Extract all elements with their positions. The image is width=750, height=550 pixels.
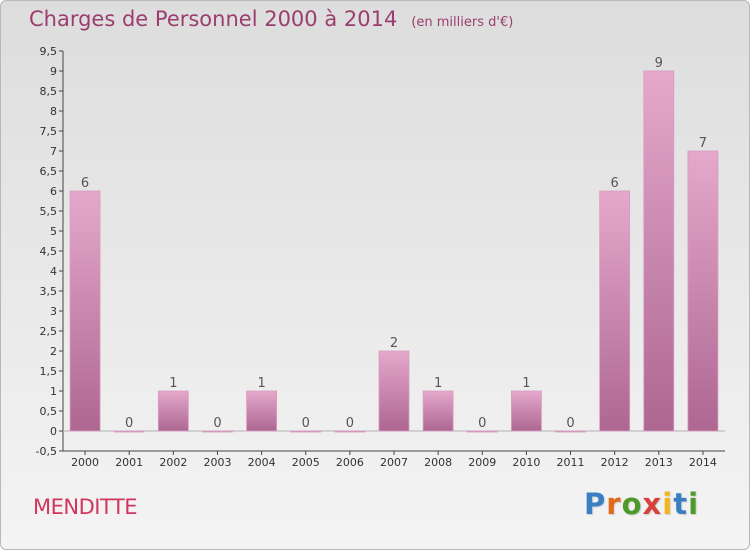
y-tick-label: 9,5	[40, 45, 58, 58]
proxiti-logo[interactable]: Proxiti	[584, 487, 699, 521]
y-tick-label: 0	[50, 425, 57, 438]
x-tick-label-2010: 2010	[512, 456, 540, 469]
logo-letter: o	[621, 487, 643, 521]
bar-2006[interactable]	[334, 430, 366, 433]
bar-2010[interactable]	[510, 390, 542, 432]
data-label-2010: 1	[522, 376, 530, 391]
y-tick-label: 3	[50, 305, 57, 318]
bar-2003[interactable]	[202, 430, 233, 433]
x-tick-label-2014: 2014	[689, 456, 717, 469]
chart-title-text: Charges de Personnel 2000 à 2014	[29, 7, 398, 31]
data-label-2007: 2	[390, 336, 398, 351]
data-label-2005: 0	[302, 416, 310, 431]
data-label-2001: 0	[125, 416, 133, 431]
x-tick-label-2001: 2001	[115, 456, 143, 469]
data-label-2002: 1	[169, 376, 177, 391]
x-tick-label-2013: 2013	[645, 456, 673, 469]
y-tick-label: 8,5	[40, 85, 58, 98]
y-tick-label: 3,5	[40, 285, 58, 298]
data-label-2006: 0	[346, 416, 354, 431]
bar-2005[interactable]	[290, 430, 322, 433]
bar-2007[interactable]	[378, 350, 410, 432]
y-tick-label: 4	[50, 265, 57, 278]
data-label-2000: 6	[81, 176, 89, 191]
y-tick-label: 0,5	[40, 405, 58, 418]
y-tick-label: 5,5	[40, 205, 58, 218]
logo-letter: P	[584, 487, 607, 521]
y-tick-label: -0,5	[36, 445, 57, 458]
x-tick-label-2002: 2002	[159, 456, 187, 469]
data-label-2011: 0	[566, 416, 574, 431]
y-tick-label: 7,5	[40, 125, 58, 138]
y-tick-label: 6,5	[40, 165, 58, 178]
y-tick-label: 6	[50, 185, 57, 198]
bar-2001[interactable]	[113, 430, 145, 433]
x-tick-label-2008: 2008	[424, 456, 452, 469]
bar-2011[interactable]	[555, 430, 586, 433]
logo-letter: i	[688, 487, 700, 521]
logo-letter: x	[642, 487, 663, 521]
data-label-2003: 0	[213, 416, 221, 431]
logo-letter: t	[673, 487, 689, 521]
y-tick-label: 2,5	[40, 325, 58, 338]
chart-title: Charges de Personnel 2000 à 2014 (en mill…	[29, 7, 513, 31]
y-tick-label: 2	[50, 345, 57, 358]
chart-unit-note: (en milliers d'€)	[411, 15, 514, 30]
y-tick-label: 8	[50, 105, 57, 118]
bar-2013[interactable]	[643, 70, 675, 432]
logo-letter: r	[606, 487, 622, 521]
y-tick-label: 1,5	[40, 365, 58, 378]
bar-2000[interactable]	[69, 190, 101, 432]
data-label-2004: 1	[257, 376, 265, 391]
x-tick-label-2006: 2006	[336, 456, 364, 469]
x-tick-label-2012: 2012	[601, 456, 629, 469]
data-label-2014: 7	[699, 136, 707, 151]
x-tick-label-2005: 2005	[292, 456, 320, 469]
bar-2014[interactable]	[687, 150, 719, 432]
commune-name: MENDITTE	[33, 495, 138, 519]
y-tick-label: 9	[50, 65, 57, 78]
x-tick-label-2000: 2000	[71, 456, 99, 469]
x-tick-label-2007: 2007	[380, 456, 408, 469]
x-tick-label-2009: 2009	[468, 456, 496, 469]
bar-2002[interactable]	[157, 390, 189, 432]
x-tick-label-2003: 2003	[203, 456, 231, 469]
bar-2012[interactable]	[599, 190, 631, 432]
logo-letter: i	[662, 487, 674, 521]
x-tick-label-2011: 2011	[557, 456, 585, 469]
y-tick-label: 1	[50, 385, 57, 398]
y-tick-label: 5	[50, 225, 57, 238]
bar-2008[interactable]	[422, 390, 454, 432]
y-tick-label: 7	[50, 145, 57, 158]
data-label-2012: 6	[611, 176, 619, 191]
bar-2004[interactable]	[246, 390, 278, 432]
data-label-2009: 0	[478, 416, 486, 431]
data-label-2008: 1	[434, 376, 442, 391]
x-tick-label-2004: 2004	[248, 456, 276, 469]
bar-2009[interactable]	[466, 430, 498, 433]
y-tick-label: 4,5	[40, 245, 58, 258]
data-label-2013: 9	[655, 56, 663, 71]
